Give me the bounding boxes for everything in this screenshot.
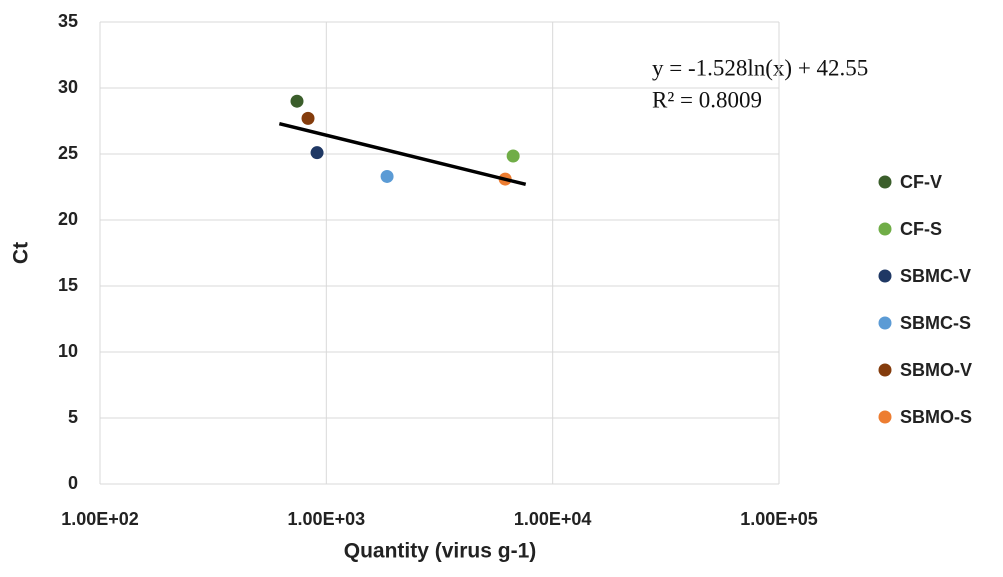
legend-marker [878,410,892,424]
legend-marker [878,222,892,236]
x-tick-label: 1.00E+03 [288,509,366,529]
y-tick-label: 15 [58,275,78,295]
legend-label: SBMO-S [900,407,972,427]
y-tick-label: 20 [58,209,78,229]
legend-marker [878,316,892,330]
point [290,94,304,108]
r-squared: R² = 0.8009 [652,87,762,112]
point [301,111,315,125]
trendline [278,121,527,187]
legend-label: CF-S [900,219,942,239]
y-tick-label: 10 [58,341,78,361]
legend-label: CF-V [900,172,942,192]
x-tick-label: 1.00E+02 [61,509,139,529]
y-axis-title: Ct [10,242,33,264]
y-tick-label: 35 [58,11,78,31]
legend-label: SBMC-S [900,313,971,333]
y-tick-label: 30 [58,77,78,97]
legend-marker [878,269,892,283]
point [310,146,324,160]
point [506,149,520,163]
x-axis-title: Quantity (virus g-1) [344,540,537,563]
legend-marker [878,363,892,377]
legend-label: SBMO-V [900,360,972,380]
x-tick-label: 1.00E+04 [514,509,592,529]
x-tick-label: 1.00E+05 [740,509,818,529]
legend-label: SBMC-V [900,266,971,286]
legend-marker [878,175,892,189]
point [380,169,394,183]
y-tick-label: 0 [68,473,78,493]
equation: y = -1.528ln(x) + 42.55 [652,55,868,80]
y-tick-label: 25 [58,143,78,163]
y-tick-label: 5 [68,407,78,427]
